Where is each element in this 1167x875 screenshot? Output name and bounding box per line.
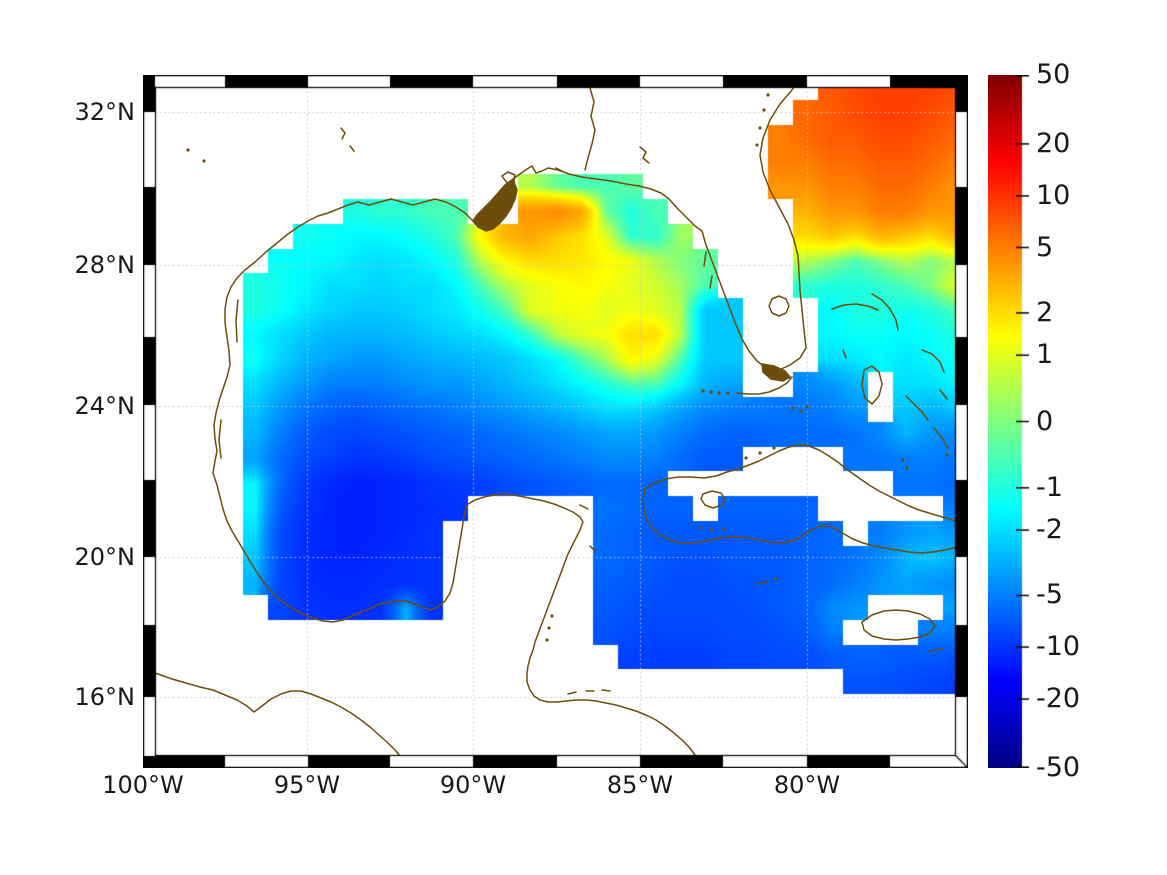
colorbar-tick-label: -5 <box>1036 579 1063 611</box>
x-tick-label: 90°W <box>439 771 507 799</box>
x-tick-label: 100°W <box>102 771 184 799</box>
colorbar-tick-label: -2 <box>1036 514 1063 546</box>
colorbar-tick-label: 50 <box>1036 59 1071 90</box>
colorbar-tick-label: -50 <box>1036 752 1081 783</box>
y-tick-label: 16°N <box>74 683 136 711</box>
x-tick-label: 85°W <box>606 771 674 799</box>
colorbar-tick-label: -10 <box>1036 631 1081 663</box>
x-tick-label: 95°W <box>273 771 341 799</box>
colorbar-tick-label: 10 <box>1036 179 1071 211</box>
colorbar-tick-label: 20 <box>1036 127 1071 159</box>
colorbar-canvas <box>988 75 1036 768</box>
x-tick-label: 80°W <box>773 771 841 799</box>
y-tick-label: 24°N <box>74 392 136 420</box>
colorbar-tick-label: -20 <box>1036 683 1081 715</box>
y-tick-label: 28°N <box>74 251 136 279</box>
map-frame-canvas <box>143 75 968 768</box>
colorbar-tick-label: 5 <box>1036 231 1054 263</box>
colorbar-tick-label: 1 <box>1036 339 1054 371</box>
colorbar-tick-label: -1 <box>1036 471 1063 503</box>
colorbar-tick-label: 0 <box>1036 405 1054 437</box>
y-tick-label: 20°N <box>74 543 136 571</box>
y-tick-label: 32°N <box>74 98 136 126</box>
colorbar-tick-label: 2 <box>1036 296 1054 328</box>
